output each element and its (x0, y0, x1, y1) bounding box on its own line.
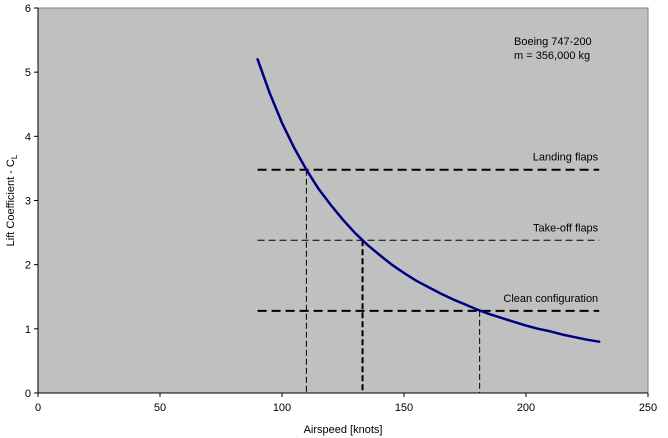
ref-label-0: Landing flaps (533, 152, 599, 164)
y-axis-title-main: Lift Coefficient - C (5, 159, 17, 246)
y-tick-label-4: 4 (25, 131, 31, 143)
y-tick-label-0: 0 (25, 388, 31, 400)
ref-label-2: Clean configuration (503, 293, 598, 305)
y-tick-label-2: 2 (25, 260, 31, 272)
y-tick-label-3: 3 (25, 196, 31, 208)
y-axis-title: Lift Coefficient - CL (5, 154, 19, 246)
series-line-0 (256, 58, 601, 343)
x-tick-label-1: 50 (154, 402, 166, 414)
x-tick-label-4: 200 (517, 402, 535, 414)
x-tick-label-2: 100 (273, 402, 291, 414)
y-axis-title-subscript: L (10, 154, 19, 159)
ref-label-1: Take-off flaps (533, 222, 599, 234)
x-axis-title: Airspeed [knots] (304, 424, 383, 436)
x-tick-label-0: 0 (35, 402, 41, 414)
y-tick-label-5: 5 (25, 67, 31, 79)
x-tick-label-3: 150 (395, 402, 413, 414)
plot-area (37, 7, 649, 394)
x-tick-label-5: 250 (639, 402, 657, 414)
annotation-line-1: m = 356,000 kg (514, 50, 590, 62)
y-tick-label-6: 6 (25, 3, 31, 15)
annotation-line-0: Boeing 747-200 (514, 36, 592, 48)
y-tick-label-1: 1 (25, 324, 31, 336)
